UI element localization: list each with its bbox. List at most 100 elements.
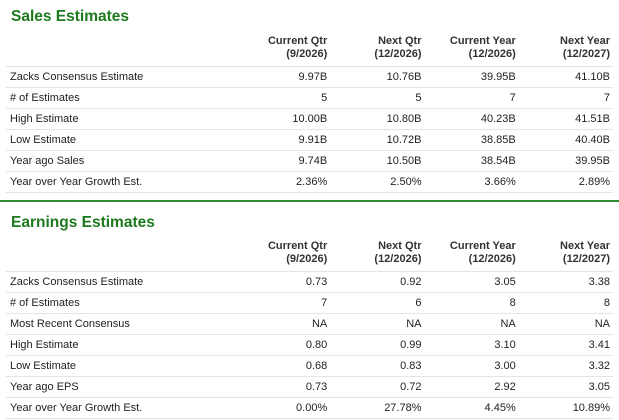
table-cell: 5 <box>330 87 425 109</box>
row-label: High Estimate <box>6 108 236 130</box>
column-header: Next Year (12/2027) <box>518 35 613 67</box>
table-cell: 0.99 <box>330 334 425 356</box>
table-cell: 39.95B <box>518 150 613 172</box>
column-header-period: Next Qtr <box>378 35 422 47</box>
column-header: Next Year (12/2027) <box>518 240 613 272</box>
table-row: Year over Year Growth Est. 0.00% 27.78% 4.4… <box>6 397 613 419</box>
table-cell: 7 <box>518 87 613 109</box>
table-row: Year ago Sales 9.74B 10.50B 38.54B 39.95B <box>6 150 613 172</box>
table-cell: 0.68 <box>236 355 331 377</box>
row-label: Year ago EPS <box>6 376 236 398</box>
table-cell: 0.80 <box>236 334 331 356</box>
column-header-date: (12/2027) <box>562 253 610 265</box>
table-cell: 40.40B <box>518 129 613 151</box>
table-cell: 6 <box>330 292 425 314</box>
table-cell: 7 <box>236 292 331 314</box>
table-cell: 40.23B <box>424 108 519 130</box>
table-header-row: Current Qtr (9/2026) Next Qtr (12/2026) Curr… <box>6 240 613 272</box>
table-cell: 8 <box>424 292 519 314</box>
earnings-estimates-title: Earnings Estimates <box>11 214 155 231</box>
table-row: Low Estimate 0.68 0.83 3.00 3.32 <box>6 355 613 377</box>
section-divider <box>0 200 619 202</box>
table-cell: NA <box>330 313 425 335</box>
row-label: # of Estimates <box>6 292 236 314</box>
column-header: Current Qtr (9/2026) <box>236 240 331 272</box>
table-cell: 0.72 <box>330 376 425 398</box>
table-cell: 3.32 <box>518 355 613 377</box>
table-cell: 8 <box>518 292 613 314</box>
table-row: Most Recent Consensus NA NA NA NA <box>6 313 613 335</box>
column-header-date: (9/2026) <box>286 253 328 265</box>
table-cell: 3.66% <box>424 171 519 193</box>
table-cell: 4.45% <box>424 397 519 419</box>
column-header-period: Current Qtr <box>267 240 328 252</box>
column-header-period: Next Year <box>560 240 610 252</box>
row-label: Year over Year Growth Est. <box>6 171 236 193</box>
table-row: High Estimate 0.80 0.99 3.10 3.41 <box>6 334 613 356</box>
row-label: High Estimate <box>6 334 236 356</box>
column-header: Next Qtr (12/2026) <box>330 35 425 67</box>
column-header-period: Current Qtr <box>267 35 328 47</box>
table-cell: 3.05 <box>424 271 519 293</box>
table-cell: 10.50B <box>330 150 425 172</box>
table-cell: 0.83 <box>330 355 425 377</box>
table-cell: NA <box>424 313 519 335</box>
column-header-period: Current Year <box>449 35 516 47</box>
header-label-spacer <box>6 35 236 67</box>
table-row: High Estimate 10.00B 10.80B 40.23B 41.51B <box>6 108 613 130</box>
table-cell: 38.85B <box>424 129 519 151</box>
table-cell: NA <box>236 313 331 335</box>
table-row: Year ago EPS 0.73 0.72 2.92 3.05 <box>6 376 613 398</box>
column-header: Current Year (12/2026) <box>424 35 519 67</box>
table-cell: 39.95B <box>424 66 519 88</box>
table-cell: 9.91B <box>236 129 331 151</box>
table-cell: 3.00 <box>424 355 519 377</box>
column-header: Current Qtr (9/2026) <box>236 35 331 67</box>
column-header-date: (12/2027) <box>562 48 610 60</box>
sales-estimates-title: Sales Estimates <box>11 8 130 25</box>
table-cell: 7 <box>424 87 519 109</box>
table-row: Zacks Consensus Estimate 0.73 0.92 3.05 3.38 <box>6 271 613 293</box>
column-header: Next Qtr (12/2026) <box>330 240 425 272</box>
table-cell: 0.73 <box>236 271 331 293</box>
table-cell: 41.51B <box>518 108 613 130</box>
column-header-period: Current Year <box>449 240 516 252</box>
row-label: Zacks Consensus Estimate <box>6 271 236 293</box>
table-cell: 9.97B <box>236 66 331 88</box>
row-label: # of Estimates <box>6 87 236 109</box>
table-cell: 10.89% <box>518 397 613 419</box>
table-row: # of Estimates 7 6 8 8 <box>6 292 613 314</box>
table-row: Zacks Consensus Estimate 9.97B 10.76B 39.95… <box>6 66 613 88</box>
table-cell: 2.92 <box>424 376 519 398</box>
header-label-spacer <box>6 240 236 272</box>
table-row: # of Estimates 5 5 7 7 <box>6 87 613 109</box>
table-cell: 2.36% <box>236 171 331 193</box>
column-header-period: Next Qtr <box>378 240 422 252</box>
earnings-estimates-table: Current Qtr (9/2026) Next Qtr (12/2026) Curr… <box>6 240 613 419</box>
column-header-period: Next Year <box>560 35 610 47</box>
table-cell: NA <box>518 313 613 335</box>
column-header-date: (12/2026) <box>374 253 422 265</box>
column-header-date: (12/2026) <box>468 48 516 60</box>
row-label: Zacks Consensus Estimate <box>6 66 236 88</box>
table-cell: 10.76B <box>330 66 425 88</box>
row-label: Most Recent Consensus <box>6 313 236 335</box>
table-cell: 5 <box>236 87 331 109</box>
table-cell: 3.41 <box>518 334 613 356</box>
table-cell: 3.05 <box>518 376 613 398</box>
table-row: Year over Year Growth Est. 2.36% 2.50% 3.66… <box>6 171 613 193</box>
table-cell: 10.00B <box>236 108 331 130</box>
column-header-date: (12/2026) <box>374 48 422 60</box>
sales-estimates-table: Current Qtr (9/2026) Next Qtr (12/2026) Curr… <box>6 35 613 193</box>
table-cell: 9.74B <box>236 150 331 172</box>
column-header: Current Year (12/2026) <box>424 240 519 272</box>
table-cell: 10.80B <box>330 108 425 130</box>
table-cell: 3.10 <box>424 334 519 356</box>
table-cell: 27.78% <box>330 397 425 419</box>
table-row: Low Estimate 9.91B 10.72B 38.85B 40.40B <box>6 129 613 151</box>
table-cell: 2.50% <box>330 171 425 193</box>
column-header-date: (12/2026) <box>468 253 516 265</box>
table-cell: 38.54B <box>424 150 519 172</box>
table-cell: 0.73 <box>236 376 331 398</box>
row-label: Low Estimate <box>6 355 236 377</box>
